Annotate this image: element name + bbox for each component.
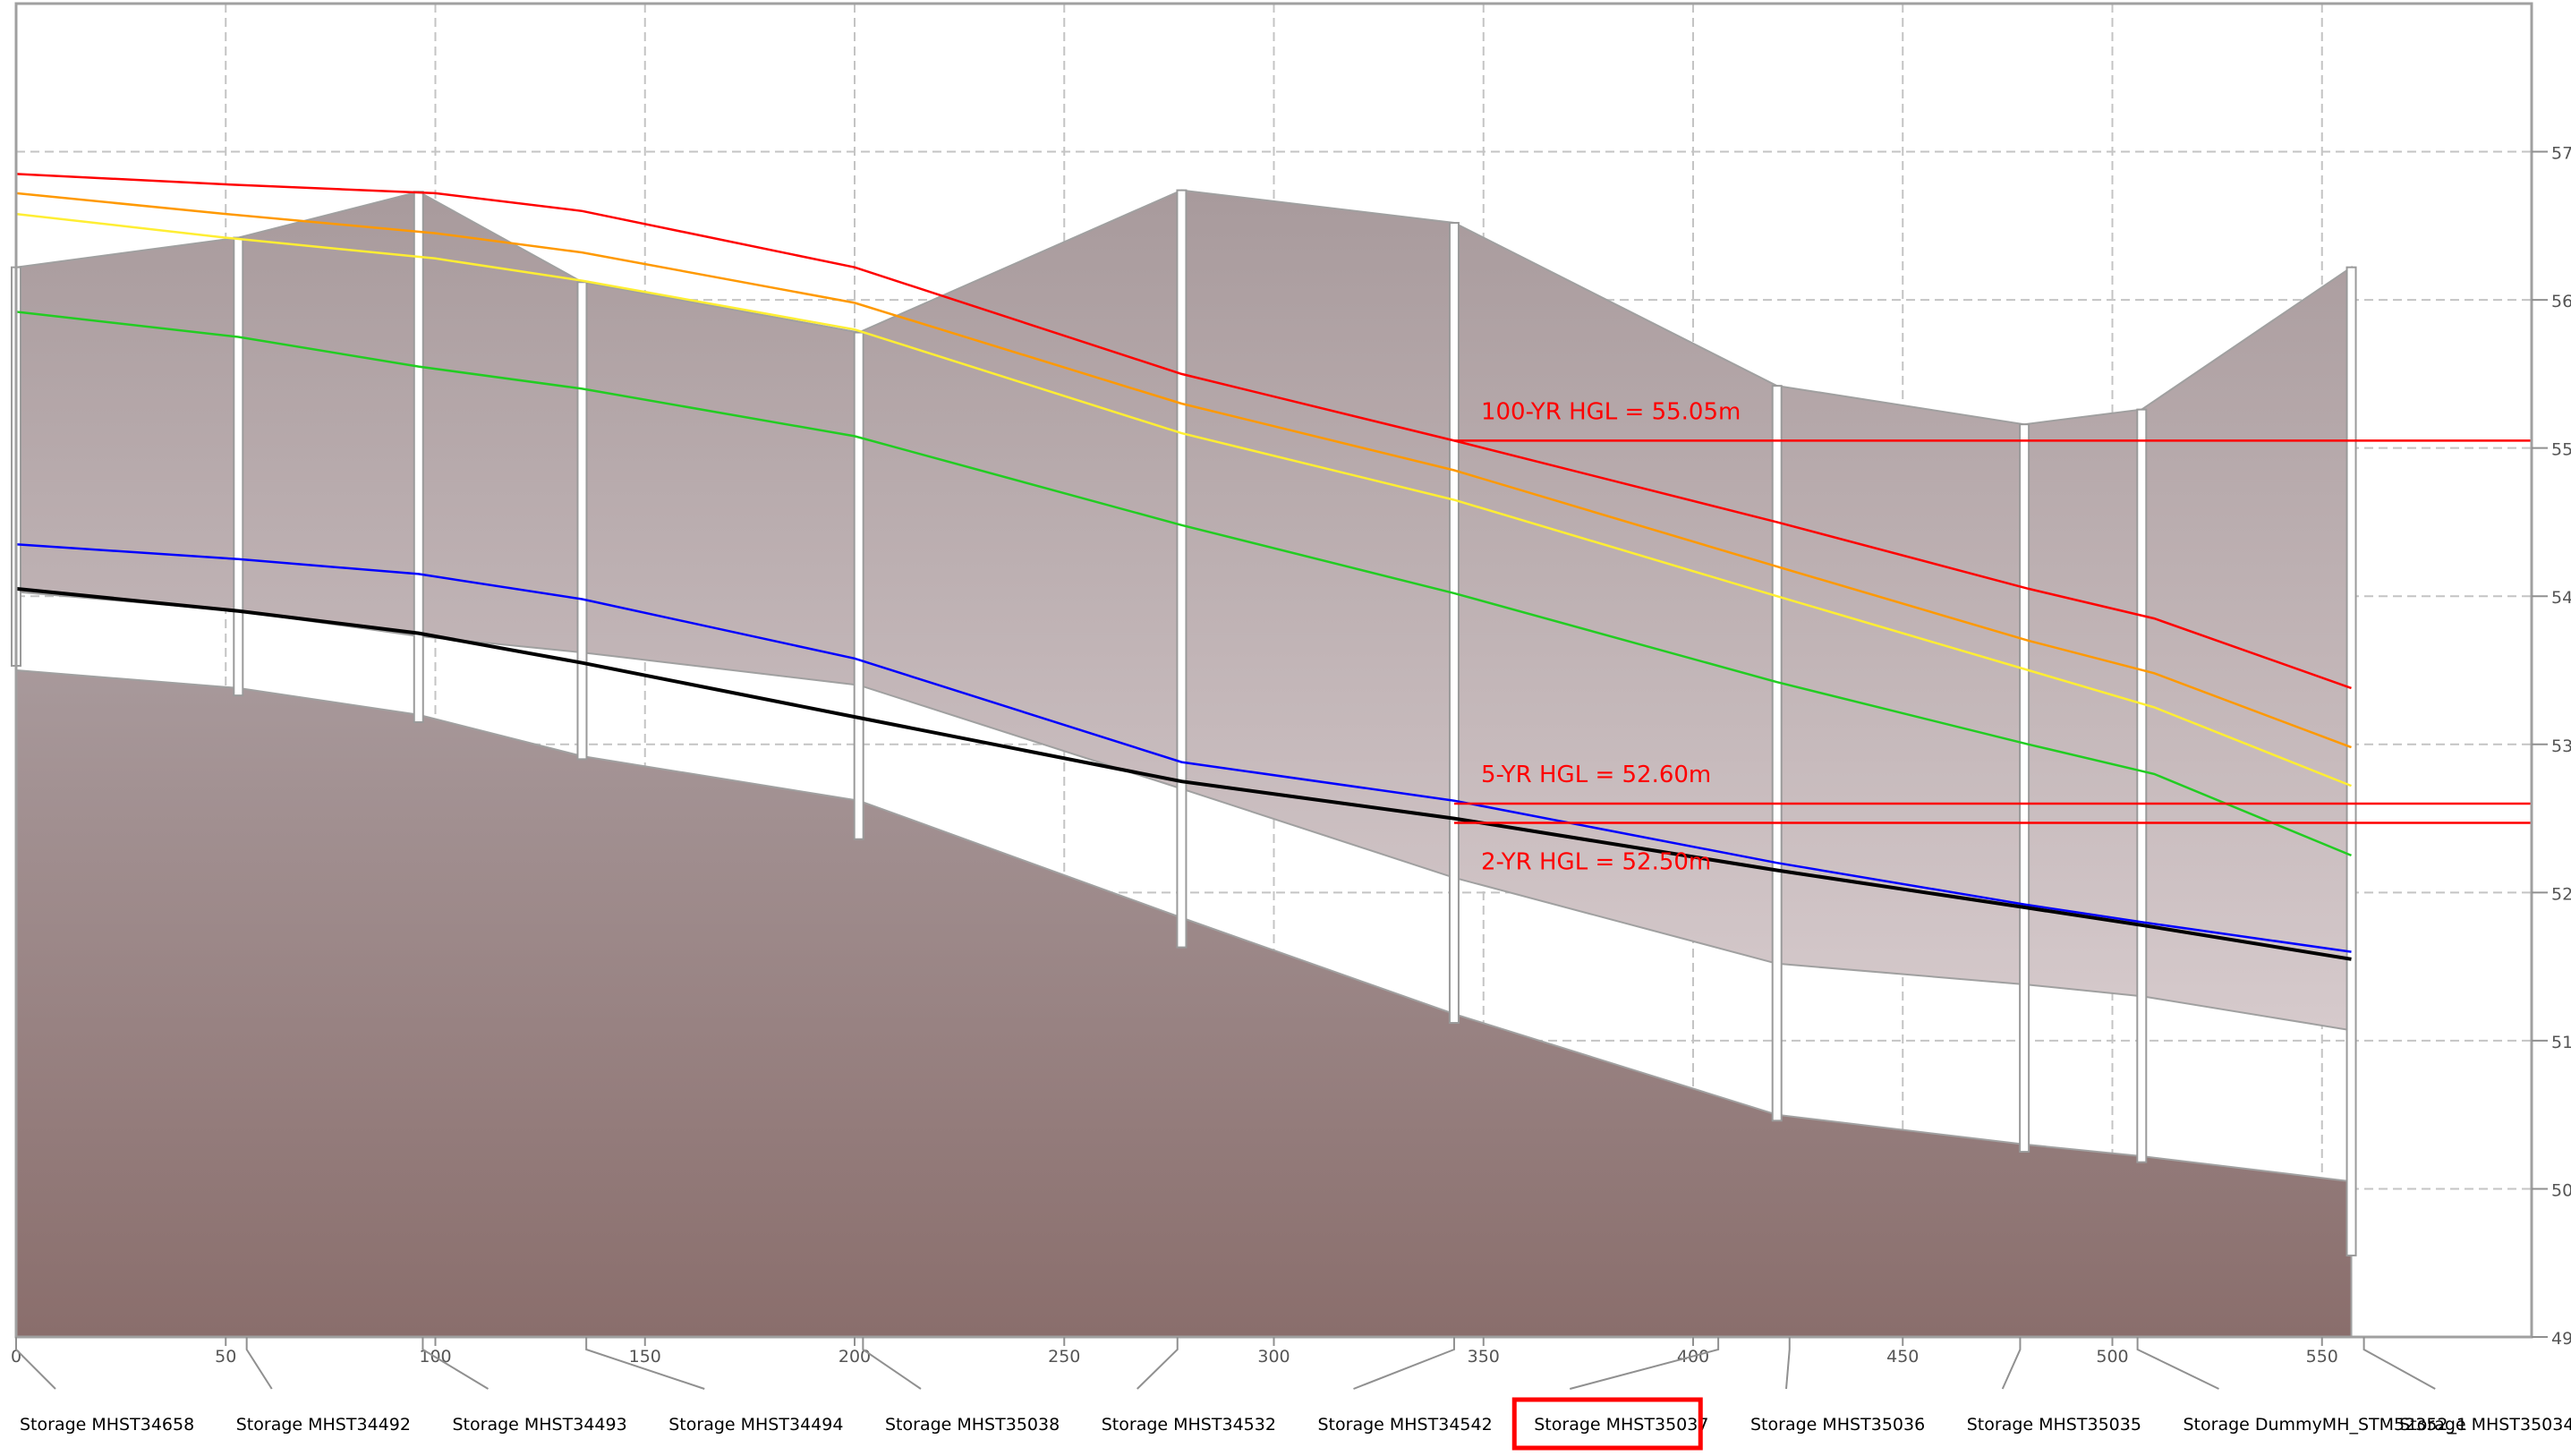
station-label: Storage MHST35038	[885, 1415, 1060, 1435]
station-label: Storage MHST35036	[1750, 1415, 1925, 1435]
x-tick-label: 50	[215, 1347, 236, 1367]
manhole-shaft	[233, 236, 244, 697]
station-leader	[585, 1337, 705, 1390]
y-tick-label: 54	[2551, 588, 2571, 608]
series-line-pipe	[15, 586, 2352, 961]
series-line-blue	[15, 543, 2352, 953]
series-line-yellow	[15, 212, 2352, 788]
manhole-shaft	[2019, 423, 2030, 1154]
y-tick-label: 56	[2551, 292, 2571, 311]
ground-profile	[15, 668, 2353, 1338]
station-leader	[1785, 1337, 1791, 1390]
manhole-shaft	[413, 191, 424, 723]
y-axis: 49 50 51 52 53 54 55 56 57	[2532, 144, 2571, 1349]
station-label: Storage MHST35037	[1534, 1415, 1708, 1435]
station-label: Storage MHST34494	[668, 1415, 843, 1435]
x-tick-label: 150	[629, 1347, 661, 1367]
series-line-orange	[15, 192, 2352, 749]
y-tick-label: 51	[2551, 1033, 2571, 1052]
station-leader	[2001, 1337, 2022, 1390]
station-label: Storage MHST34658	[20, 1415, 194, 1435]
hgl-series	[15, 173, 2352, 961]
station-label: Storage MHST35034	[2399, 1415, 2571, 1435]
station-leader	[245, 1337, 273, 1390]
x-tick-label: 450	[1886, 1347, 1919, 1367]
hgl-label: 2-YR HGL = 52.50m	[1481, 849, 1711, 876]
station-labels: Storage MHST34658 Storage MHST34492 Storag…	[15, 1337, 2571, 1451]
manhole-shaft	[576, 281, 588, 761]
station-label: Storage MHST34492	[236, 1415, 411, 1435]
station-label: Storage MHST34542	[1318, 1415, 1493, 1435]
station-leader	[421, 1337, 490, 1390]
y-tick-label: 50	[2551, 1180, 2571, 1200]
station-label: Storage DummyMH_STM52352_1	[2184, 1415, 2468, 1435]
station-label: Storage MHST35035	[1967, 1415, 2141, 1435]
series-line-red	[15, 173, 2352, 690]
ground-area	[15, 668, 2353, 1338]
station-label: Storage MHST34493	[453, 1415, 627, 1435]
x-tick-label: 550	[2306, 1347, 2338, 1367]
y-tick-label: 52	[2551, 884, 2571, 904]
manhole-shaft	[1176, 189, 1188, 949]
station-leader	[15, 1337, 56, 1390]
x-tick-label: 250	[1048, 1347, 1080, 1367]
y-tick-label: 53	[2551, 737, 2571, 756]
station-leader	[1353, 1337, 1455, 1390]
y-tick-label: 55	[2551, 440, 2571, 460]
x-tick-label: 350	[1468, 1347, 1500, 1367]
x-tick-label: 300	[1257, 1347, 1290, 1367]
manhole-shaft	[1771, 385, 1783, 1122]
manhole-shaft	[2136, 408, 2148, 1163]
manhole-shaft	[1448, 222, 1460, 1025]
manhole-shaft	[853, 331, 864, 840]
x-tick-label: 200	[839, 1347, 871, 1367]
station-leader	[2362, 1337, 2436, 1390]
x-tick-label: 500	[2096, 1347, 2128, 1367]
hgl-label: 5-YR HGL = 52.60m	[1481, 762, 1711, 788]
station-leader	[2136, 1337, 2219, 1390]
manhole-shaft	[2345, 266, 2357, 1256]
station-label: Storage MHST34532	[1102, 1415, 1276, 1435]
highlight-box	[1511, 1397, 1703, 1451]
y-tick-label: 57	[2551, 144, 2571, 164]
series-line-green	[15, 311, 2352, 857]
hgl-label: 100-YR HGL = 55.05m	[1481, 398, 1741, 425]
x-axis: 0 50 100 150 200 250 300 350 400 450 500 550	[11, 1337, 2338, 1367]
hgl-annotations: 100-YR HGL = 55.05m 5-YR HGL = 52.60m 2-YR…	[1453, 398, 2532, 876]
y-tick-label: 49	[2551, 1329, 2571, 1349]
station-leader	[1137, 1337, 1179, 1390]
station-leader	[1569, 1337, 1720, 1390]
station-leader	[862, 1337, 922, 1390]
